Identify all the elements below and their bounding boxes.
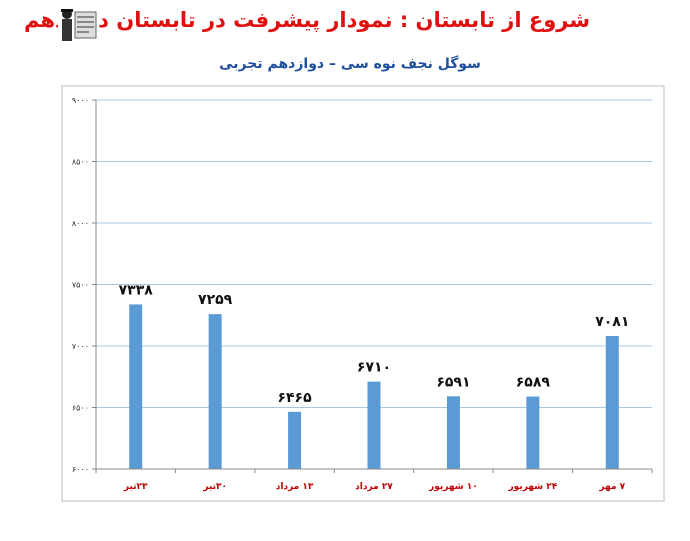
x-tick-label: ۷ مهر [598, 482, 625, 492]
bar [526, 396, 540, 469]
data-labels: ۷۳۳۸ ۷۲۵۹ ۶۴۶۵ ۶۷۱۰ ۶۵۹۱ ۶۵۸۹ ۷۰۸۱ [119, 282, 630, 405]
x-tick-label: ۲۷ مرداد [355, 482, 393, 492]
bar [605, 336, 619, 469]
bar [446, 396, 460, 469]
y-tick-label: ۸۰۰۰ [72, 219, 89, 228]
x-tick-label: ۱۳ مرداد [276, 482, 314, 492]
chart-frame [61, 85, 665, 502]
bar [367, 381, 381, 469]
chart-subtitle: سوگل نجف نوه سی – دوازدهم تجربی [219, 56, 481, 72]
data-label: ۶۵۹۱ [436, 374, 470, 390]
logo-icon [58, 6, 98, 44]
data-label: ۷۰۸۱ [595, 314, 629, 330]
page-title: شروع از تابستان : نمودار پیشرفت در تابست… [24, 8, 590, 32]
y-tick-label: ۹۰۰۰ [72, 96, 89, 105]
y-axis: ۶۰۰۰ ۶۵۰۰ ۷۰۰۰ ۷۵۰۰ ۸۰۰۰ ۸۵۰۰ ۹۰۰۰ [72, 96, 97, 474]
y-tick-label: ۷۰۰۰ [72, 342, 89, 351]
y-tick-label: ۸۵۰۰ [72, 158, 89, 167]
x-tick-label: ۲۴ شهریور [507, 482, 557, 492]
y-tick-label: ۶۵۰۰ [72, 404, 89, 413]
data-label: ۷۳۳۸ [119, 282, 154, 298]
data-label: ۶۷۱۰ [357, 360, 391, 376]
bar [208, 314, 222, 469]
bar [129, 304, 143, 469]
y-tick-label: ۶۰۰۰ [72, 465, 89, 474]
y-tick-label: ۷۵۰۰ [72, 281, 89, 290]
bar [288, 411, 302, 469]
data-label: ۶۵۸۹ [516, 375, 551, 391]
x-tick-label: ۳۰تیر [202, 482, 227, 492]
x-axis: ۲۳تیر ۳۰تیر ۱۳ مرداد ۲۷ مرداد ۱۰ شهریور ۲۴ شه… [95, 468, 653, 492]
x-tick-label: ۱۰ شهریور [428, 482, 478, 492]
x-tick-label: ۲۳تیر [123, 482, 148, 492]
data-label: ۷۲۵۹ [198, 292, 233, 308]
bar-series [129, 304, 619, 469]
data-label: ۶۴۶۵ [277, 390, 312, 406]
